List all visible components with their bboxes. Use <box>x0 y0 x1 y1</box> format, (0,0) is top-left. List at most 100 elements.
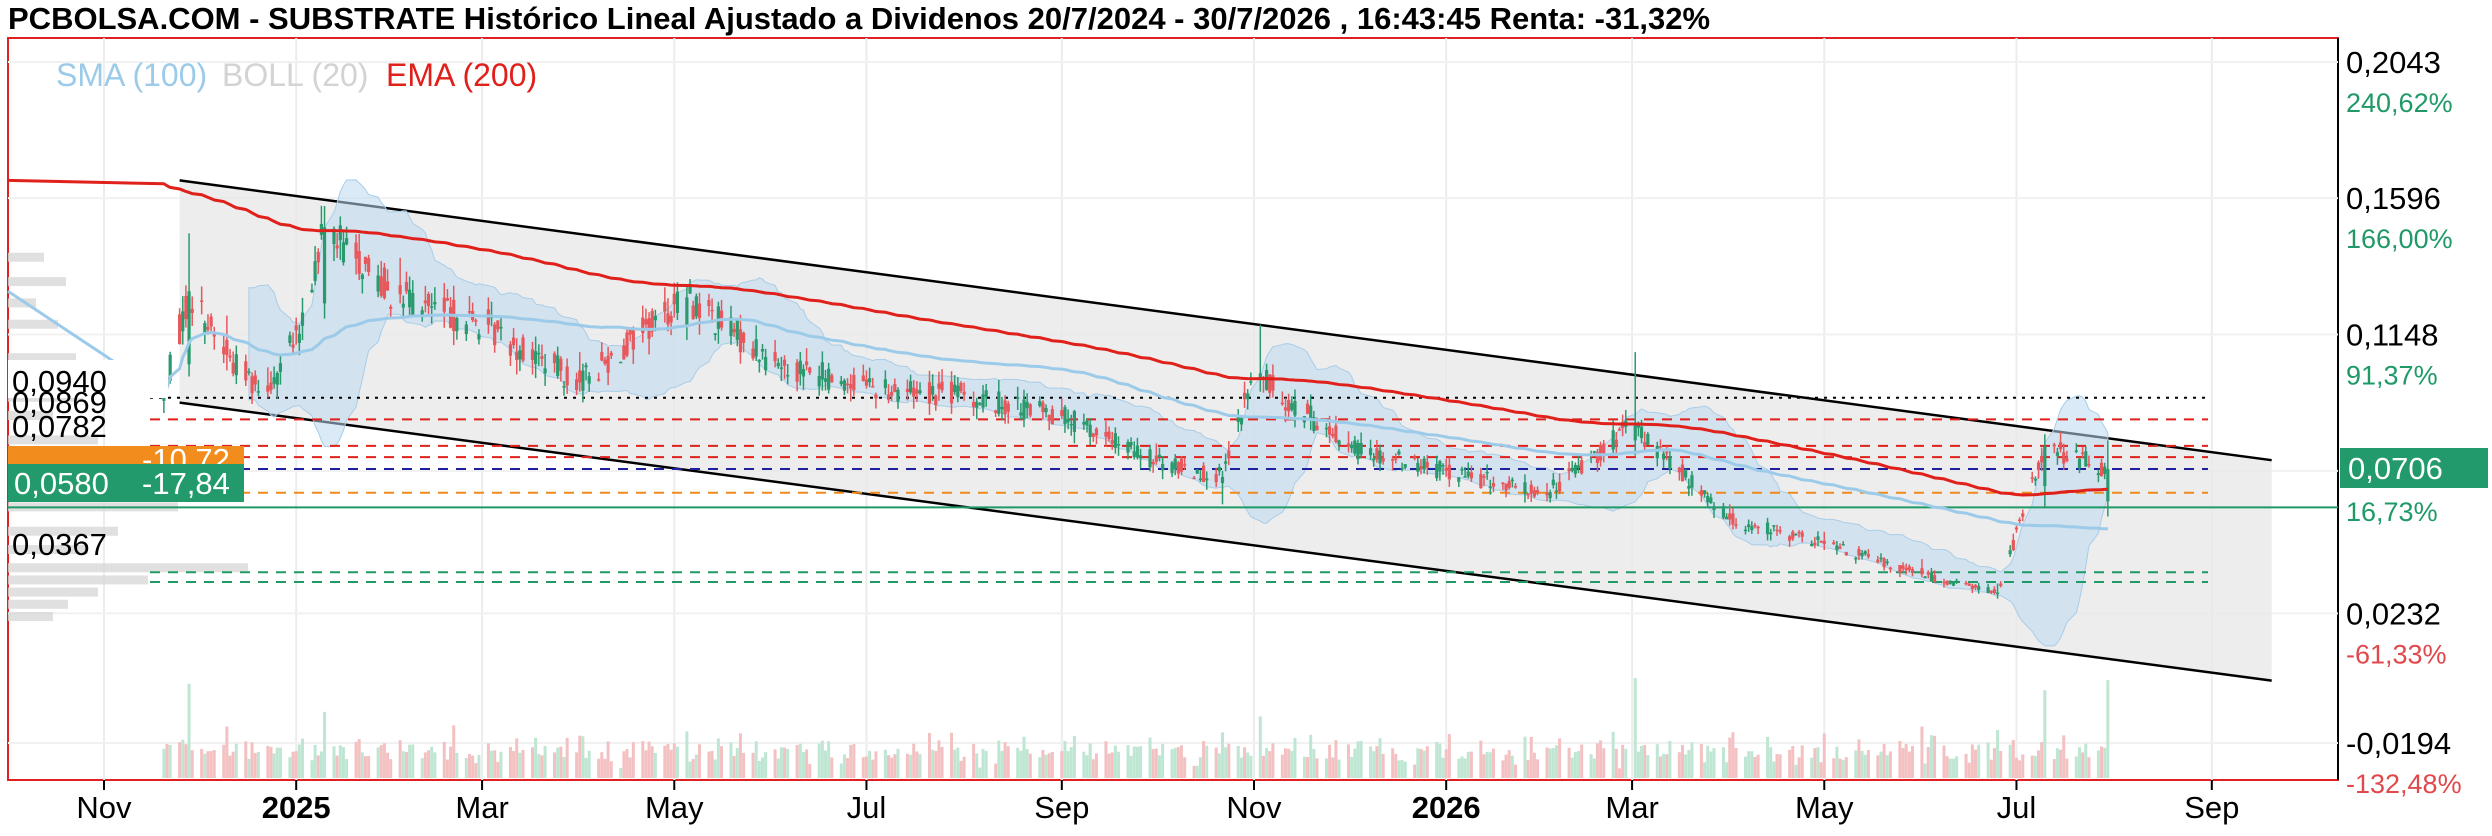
volume-bar <box>584 757 588 778</box>
volume-bar <box>1794 764 1798 778</box>
candle-body <box>842 380 847 391</box>
volume-bar <box>1246 752 1250 778</box>
volume-bar <box>376 747 380 778</box>
candle-body <box>1337 440 1341 445</box>
volume-bar <box>1658 756 1662 778</box>
y-tick-percent: -132,48% <box>2346 769 2462 799</box>
volume-bar <box>364 756 368 778</box>
volume-bar <box>530 747 534 778</box>
volume-bar <box>742 752 746 778</box>
candle-body <box>597 378 601 381</box>
candle-body <box>1088 424 1092 437</box>
candle-body <box>1598 444 1603 461</box>
volume-bar <box>1324 758 1328 778</box>
candle-body <box>1813 542 1817 546</box>
candle-body <box>1331 433 1335 437</box>
candle-body <box>1135 445 1140 458</box>
volume-bar <box>310 760 314 778</box>
volume-bar <box>1766 736 1770 778</box>
candle-body <box>1661 453 1666 460</box>
volume-bar <box>379 745 383 778</box>
candle-body <box>1753 524 1757 527</box>
candle-body <box>389 306 393 309</box>
volume-bar <box>1369 746 1373 778</box>
candle-body <box>735 319 739 340</box>
candle-body <box>2065 458 2069 462</box>
volume-bar <box>1624 748 1628 778</box>
volume-bar <box>1633 678 1637 778</box>
volume-bar <box>641 741 645 778</box>
candle-body <box>222 346 226 355</box>
volume-profile-bar <box>8 544 88 554</box>
candle-body <box>1305 403 1310 414</box>
volume-bar <box>795 744 799 778</box>
volume-bar <box>1413 764 1417 778</box>
candle-body <box>893 383 897 392</box>
volume-bar <box>1419 749 1423 778</box>
chart-title: PCBOLSA.COM - SUBSTRATE Histórico Lineal… <box>8 1 1710 36</box>
volume-bar <box>2106 680 2110 778</box>
candle-body <box>363 256 368 264</box>
candle-body <box>1567 468 1571 472</box>
volume-bar <box>1337 759 1341 778</box>
candle-body <box>445 298 450 301</box>
volume-bar <box>764 752 768 778</box>
candle-body <box>764 356 768 371</box>
candle-body <box>757 360 761 362</box>
volume-bar <box>868 750 872 778</box>
candle-body <box>1772 525 1776 527</box>
candle-body <box>537 352 541 355</box>
volume-profile-bar <box>8 563 248 573</box>
volume-bar <box>420 758 424 778</box>
candle-body <box>1904 567 1908 571</box>
volume-bar <box>852 744 856 778</box>
volume-bar <box>1545 747 1549 778</box>
volume-profile-bar <box>8 353 76 363</box>
volume-bar <box>1176 747 1180 778</box>
candle-body <box>187 291 191 365</box>
volume-bar <box>1441 757 1445 778</box>
candle-body <box>2087 464 2091 466</box>
volume-bar <box>738 733 742 778</box>
volume-bar <box>1677 752 1681 778</box>
candle-body <box>1391 459 1395 461</box>
volume-bar <box>1205 745 1209 778</box>
candle-body <box>600 351 604 361</box>
volume-bar <box>1217 753 1221 778</box>
volume-bar <box>266 745 270 778</box>
volume-bar <box>1712 748 1716 778</box>
volume-bar <box>1302 756 1306 778</box>
volume-bar <box>1085 755 1089 778</box>
candle-body <box>1220 476 1225 484</box>
volume-bar <box>1019 750 1023 778</box>
candle-body <box>1447 464 1451 480</box>
candle-body <box>1246 393 1250 400</box>
candle-body <box>1151 462 1155 465</box>
candle-body <box>1091 433 1095 437</box>
candle-body <box>1709 497 1713 504</box>
volume-bar <box>905 753 909 778</box>
volume-bar <box>1744 756 1748 778</box>
candle-body <box>1816 536 1820 540</box>
volume-bar <box>1063 741 1067 778</box>
volume-bar <box>1463 758 1467 778</box>
candle-body <box>1580 460 1584 474</box>
volume-bar <box>1082 751 1086 778</box>
volume-profile-bar <box>8 599 68 609</box>
candle-body <box>1242 392 1247 400</box>
volume-bar <box>1157 755 1161 778</box>
volume-bar <box>1028 753 1032 778</box>
volume-bar <box>521 750 525 778</box>
volume-bar <box>404 752 408 778</box>
candle-body <box>1173 458 1177 470</box>
candle-body <box>1356 442 1360 460</box>
volume-bar <box>1974 749 1978 778</box>
candle-body <box>1201 465 1206 482</box>
volume-bar <box>467 753 471 778</box>
candle-body <box>1400 467 1404 470</box>
volume-bar <box>994 763 998 778</box>
volume-bar <box>1170 749 1174 778</box>
candle-body <box>1743 529 1748 532</box>
candle-body <box>1854 557 1858 560</box>
volume-bar <box>1554 745 1558 778</box>
